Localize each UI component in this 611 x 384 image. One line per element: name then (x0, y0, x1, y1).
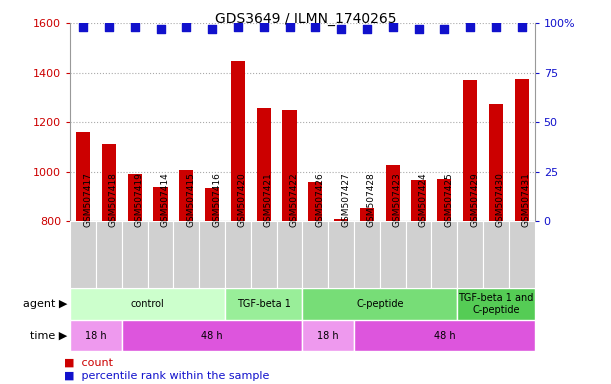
Point (517, 24, 527, 30)
Point (233, 24, 243, 30)
Text: ■  percentile rank within the sample: ■ percentile rank within the sample (64, 371, 269, 381)
Text: GSM507427: GSM507427 (341, 172, 350, 227)
Bar (148, 221, 174, 288)
Bar (153, 187, 167, 384)
Text: 48 h: 48 h (202, 331, 223, 341)
Point (491, 24, 501, 30)
Text: control: control (131, 299, 164, 309)
Bar (179, 170, 194, 384)
Text: GSM507419: GSM507419 (135, 172, 144, 227)
Bar (514, 79, 529, 384)
Bar (70, 320, 122, 351)
Text: 18 h: 18 h (86, 331, 107, 341)
Text: TGF-beta 1: TGF-beta 1 (237, 299, 291, 309)
Text: GSM507418: GSM507418 (109, 172, 118, 227)
Bar (70, 288, 225, 320)
Bar (122, 221, 148, 288)
Point (285, 24, 295, 30)
Bar (76, 132, 90, 384)
Bar (380, 221, 406, 288)
Bar (277, 221, 302, 288)
Bar (251, 221, 277, 288)
Text: 18 h: 18 h (318, 331, 339, 341)
Text: GSM507426: GSM507426 (315, 172, 324, 227)
Point (388, 24, 398, 30)
Text: GSM507414: GSM507414 (161, 172, 170, 227)
Point (259, 24, 269, 30)
Text: 48 h: 48 h (434, 331, 455, 341)
Bar (96, 221, 122, 288)
Bar (360, 208, 374, 384)
Text: GSM507429: GSM507429 (470, 172, 479, 227)
Bar (102, 144, 116, 384)
Bar (328, 221, 354, 288)
Bar (483, 221, 509, 288)
Bar (437, 179, 452, 384)
Bar (386, 166, 400, 384)
Bar (309, 182, 323, 384)
Text: GSM507416: GSM507416 (212, 172, 221, 227)
Point (414, 26, 423, 32)
Text: GSM507425: GSM507425 (444, 172, 453, 227)
Bar (257, 109, 271, 384)
Text: GSM507430: GSM507430 (496, 172, 505, 227)
Bar (334, 219, 348, 384)
Text: GSM507428: GSM507428 (367, 172, 376, 227)
Text: GSM507420: GSM507420 (238, 172, 247, 227)
Point (104, 24, 114, 30)
Bar (509, 221, 535, 288)
Bar (489, 104, 503, 384)
Bar (231, 61, 245, 384)
Point (130, 24, 140, 30)
Bar (302, 320, 354, 351)
Bar (302, 221, 328, 288)
Text: C-peptide: C-peptide (356, 299, 404, 309)
Point (181, 24, 191, 30)
Bar (457, 288, 535, 320)
Point (207, 26, 217, 32)
Text: GSM507431: GSM507431 (522, 172, 531, 227)
Bar (406, 221, 431, 288)
Text: GDS3649 / ILMN_1740265: GDS3649 / ILMN_1740265 (214, 12, 397, 25)
Point (439, 26, 449, 32)
Bar (282, 110, 297, 384)
Bar (431, 221, 457, 288)
Text: ■  count: ■ count (64, 358, 113, 368)
Bar (225, 288, 302, 320)
Text: TGF-beta 1 and
C-peptide: TGF-beta 1 and C-peptide (458, 293, 533, 315)
Point (465, 24, 475, 30)
Text: GSM507417: GSM507417 (83, 172, 92, 227)
Bar (225, 221, 251, 288)
Point (156, 26, 166, 32)
Bar (354, 320, 535, 351)
Bar (457, 221, 483, 288)
Text: GSM507424: GSM507424 (419, 172, 428, 227)
Bar (354, 221, 380, 288)
Bar (411, 180, 426, 384)
Text: time ▶: time ▶ (30, 331, 67, 341)
Bar (463, 80, 477, 384)
Bar (70, 221, 96, 288)
Text: GSM507422: GSM507422 (290, 172, 299, 227)
Text: GSM507423: GSM507423 (393, 172, 402, 227)
Bar (199, 221, 225, 288)
Bar (205, 188, 219, 384)
Text: agent ▶: agent ▶ (23, 299, 67, 309)
Text: GSM507421: GSM507421 (264, 172, 273, 227)
Text: GSM507415: GSM507415 (186, 172, 196, 227)
Point (336, 26, 346, 32)
Bar (302, 288, 457, 320)
Bar (128, 174, 142, 384)
Bar (174, 221, 199, 288)
Point (78, 24, 88, 30)
Point (362, 26, 372, 32)
Bar (122, 320, 302, 351)
Point (310, 24, 320, 30)
